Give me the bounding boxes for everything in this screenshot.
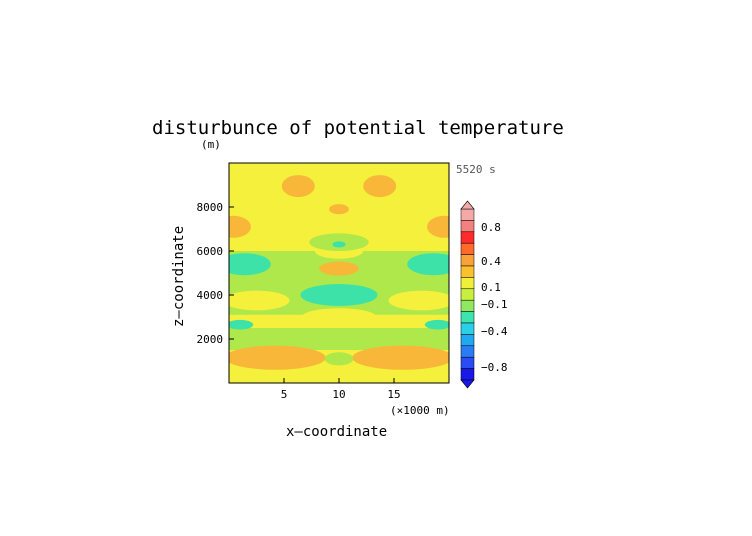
contour-band	[229, 328, 449, 350]
colorbar-level	[460, 220, 475, 233]
y-tick-label: 4000	[197, 289, 224, 302]
contour-field	[229, 163, 449, 383]
colorbar-label: −0.8	[481, 361, 508, 374]
contour-region	[319, 261, 359, 276]
y-tick-label: 6000	[197, 245, 224, 258]
contour-region	[332, 241, 346, 248]
chart-title: disturbunce of potential temperature	[152, 117, 564, 139]
x-unit-label: (×1000 m)	[390, 404, 450, 417]
colorbar-level	[460, 368, 475, 381]
contour-region	[300, 284, 378, 306]
colorbar-level	[460, 208, 475, 221]
contour-region	[281, 175, 315, 198]
colorbar-level	[460, 356, 475, 369]
contour-region	[329, 204, 349, 215]
y-tick-label: 8000	[197, 201, 224, 214]
colorbar-top-arrow	[460, 200, 475, 210]
colorbar-level	[460, 265, 475, 278]
contour-region	[229, 345, 326, 370]
contour-region	[388, 290, 449, 311]
colorbar-label: 0.4	[481, 255, 501, 268]
contour-region	[301, 308, 377, 326]
contour-region	[324, 352, 354, 366]
colorbar-level	[460, 334, 475, 347]
time-label: 5520 s	[456, 163, 496, 176]
colorbar-label: 0.8	[481, 221, 501, 234]
contour-region	[352, 345, 449, 370]
contour-region	[407, 253, 449, 276]
contour-region	[424, 319, 449, 330]
contour-region	[229, 290, 290, 311]
colorbar-level	[460, 299, 475, 312]
colorbar-level	[460, 231, 475, 244]
colorbar-level	[460, 254, 475, 267]
contour-region	[427, 215, 449, 238]
x-axis: 5 10 15	[281, 378, 401, 401]
colorbar: 0.8 0.4 0.1 −0.1 −0.4 −0.8	[460, 200, 508, 389]
y-tick-label: 2000	[197, 333, 224, 346]
colorbar-label: −0.4	[481, 325, 508, 338]
colorbar-label: 0.1	[481, 281, 501, 294]
y-axis: 2000 4000 6000 8000	[197, 201, 234, 346]
colorbar-level	[460, 277, 475, 290]
x-tick-label: 10	[332, 388, 345, 401]
colorbar-bottom-arrow	[460, 379, 475, 389]
colorbar-level	[460, 242, 475, 255]
colorbar-label: −0.1	[481, 298, 508, 311]
colorbar-level	[460, 345, 475, 358]
y-axis-label: z—coordinate	[171, 226, 187, 327]
contour-region	[229, 319, 254, 330]
y-unit-label: (m)	[201, 138, 221, 151]
colorbar-level	[460, 322, 475, 335]
contour-region	[229, 215, 251, 238]
x-tick-label: 15	[387, 388, 400, 401]
colorbar-level	[460, 311, 475, 324]
colorbar-level	[460, 288, 475, 301]
contour-region	[363, 175, 397, 198]
contour-region	[229, 253, 271, 276]
x-tick-label: 5	[281, 388, 288, 401]
x-axis-label: x—coordinate	[286, 424, 387, 440]
